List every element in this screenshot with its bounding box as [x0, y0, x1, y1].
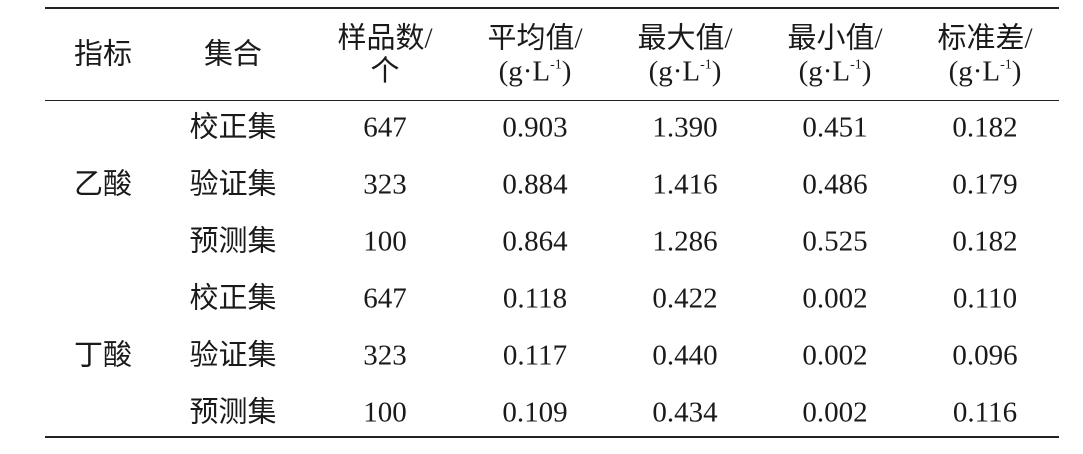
table-cell: 0.109: [502, 396, 568, 429]
unit-close: ): [1011, 55, 1022, 88]
top-rule: [45, 7, 1059, 9]
table-cell: 647: [363, 111, 407, 144]
unit-text: (g·L: [948, 55, 1001, 88]
table-cell: 647: [363, 282, 407, 315]
table-cell: 323: [363, 339, 407, 372]
header-unit: (g·L-1): [948, 55, 1022, 88]
table-cell: 1.390: [652, 111, 718, 144]
table-cell: 预测集: [189, 225, 277, 258]
table-cell: 0.864: [502, 225, 568, 258]
bottom-rule: [45, 436, 1059, 438]
table-cell: 0.002: [802, 396, 868, 429]
header-cell: 指标: [73, 38, 133, 71]
table-cell: 0.434: [652, 396, 718, 429]
header-unit: 个: [370, 55, 400, 88]
header-cell: 最小值/: [787, 22, 883, 55]
table-cell: 0.182: [952, 111, 1018, 144]
table-cell: 0.117: [502, 339, 568, 372]
table-cell: 0.096: [952, 339, 1018, 372]
table-cell: 0.525: [802, 225, 868, 258]
table-cell: 0.110: [952, 282, 1018, 315]
header-unit: (g·L-1): [498, 55, 572, 88]
table-cell: 验证集: [189, 168, 277, 201]
table-cell: 0.903: [502, 111, 568, 144]
table-cell: 0.486: [802, 168, 868, 201]
header-cell: 标准差/: [937, 22, 1033, 55]
unit-text: 个: [370, 55, 400, 88]
unit-close: ): [861, 55, 872, 88]
table-cell: 0.179: [952, 168, 1018, 201]
header-cell: 集合: [203, 38, 263, 71]
header-cell: 样品数/: [337, 22, 433, 55]
table-cell: 323: [363, 168, 407, 201]
header-cell: 平均值/: [487, 22, 583, 55]
unit-text: (g·L: [798, 55, 851, 88]
header-cell: 最大值/: [637, 22, 733, 55]
table-cell: 0.002: [802, 339, 868, 372]
table-cell: 0.451: [802, 111, 868, 144]
table-cell: 0.182: [952, 225, 1018, 258]
table-cell: 0.422: [652, 282, 718, 315]
unit-exponent: -1: [550, 57, 562, 73]
unit-text: (g·L: [498, 55, 551, 88]
header-unit: (g·L-1): [798, 55, 872, 88]
unit-close: ): [711, 55, 722, 88]
table-cell: 0.002: [802, 282, 868, 315]
group-name: 丁酸: [73, 339, 133, 372]
unit-close: ): [561, 55, 572, 88]
table-cell: 验证集: [189, 339, 277, 372]
unit-text: (g·L: [648, 55, 701, 88]
header-rule: [45, 100, 1059, 101]
group-name: 乙酸: [73, 168, 133, 201]
unit-exponent: -1: [700, 57, 712, 73]
table-cell: 1.416: [652, 168, 718, 201]
table-cell: 预测集: [189, 396, 277, 429]
table-cell: 0.116: [952, 396, 1018, 429]
unit-exponent: -1: [1000, 57, 1012, 73]
table-cell: 0.440: [652, 339, 718, 372]
table-cell: 0.884: [502, 168, 568, 201]
table-cell: 100: [363, 396, 407, 429]
header-unit: (g·L-1): [648, 55, 722, 88]
table-cell: 校正集: [189, 282, 277, 315]
unit-exponent: -1: [850, 57, 862, 73]
table-cell: 校正集: [189, 111, 277, 144]
table-cell: 100: [363, 225, 407, 258]
table-cell: 0.118: [502, 282, 568, 315]
table-cell: 1.286: [652, 225, 718, 258]
